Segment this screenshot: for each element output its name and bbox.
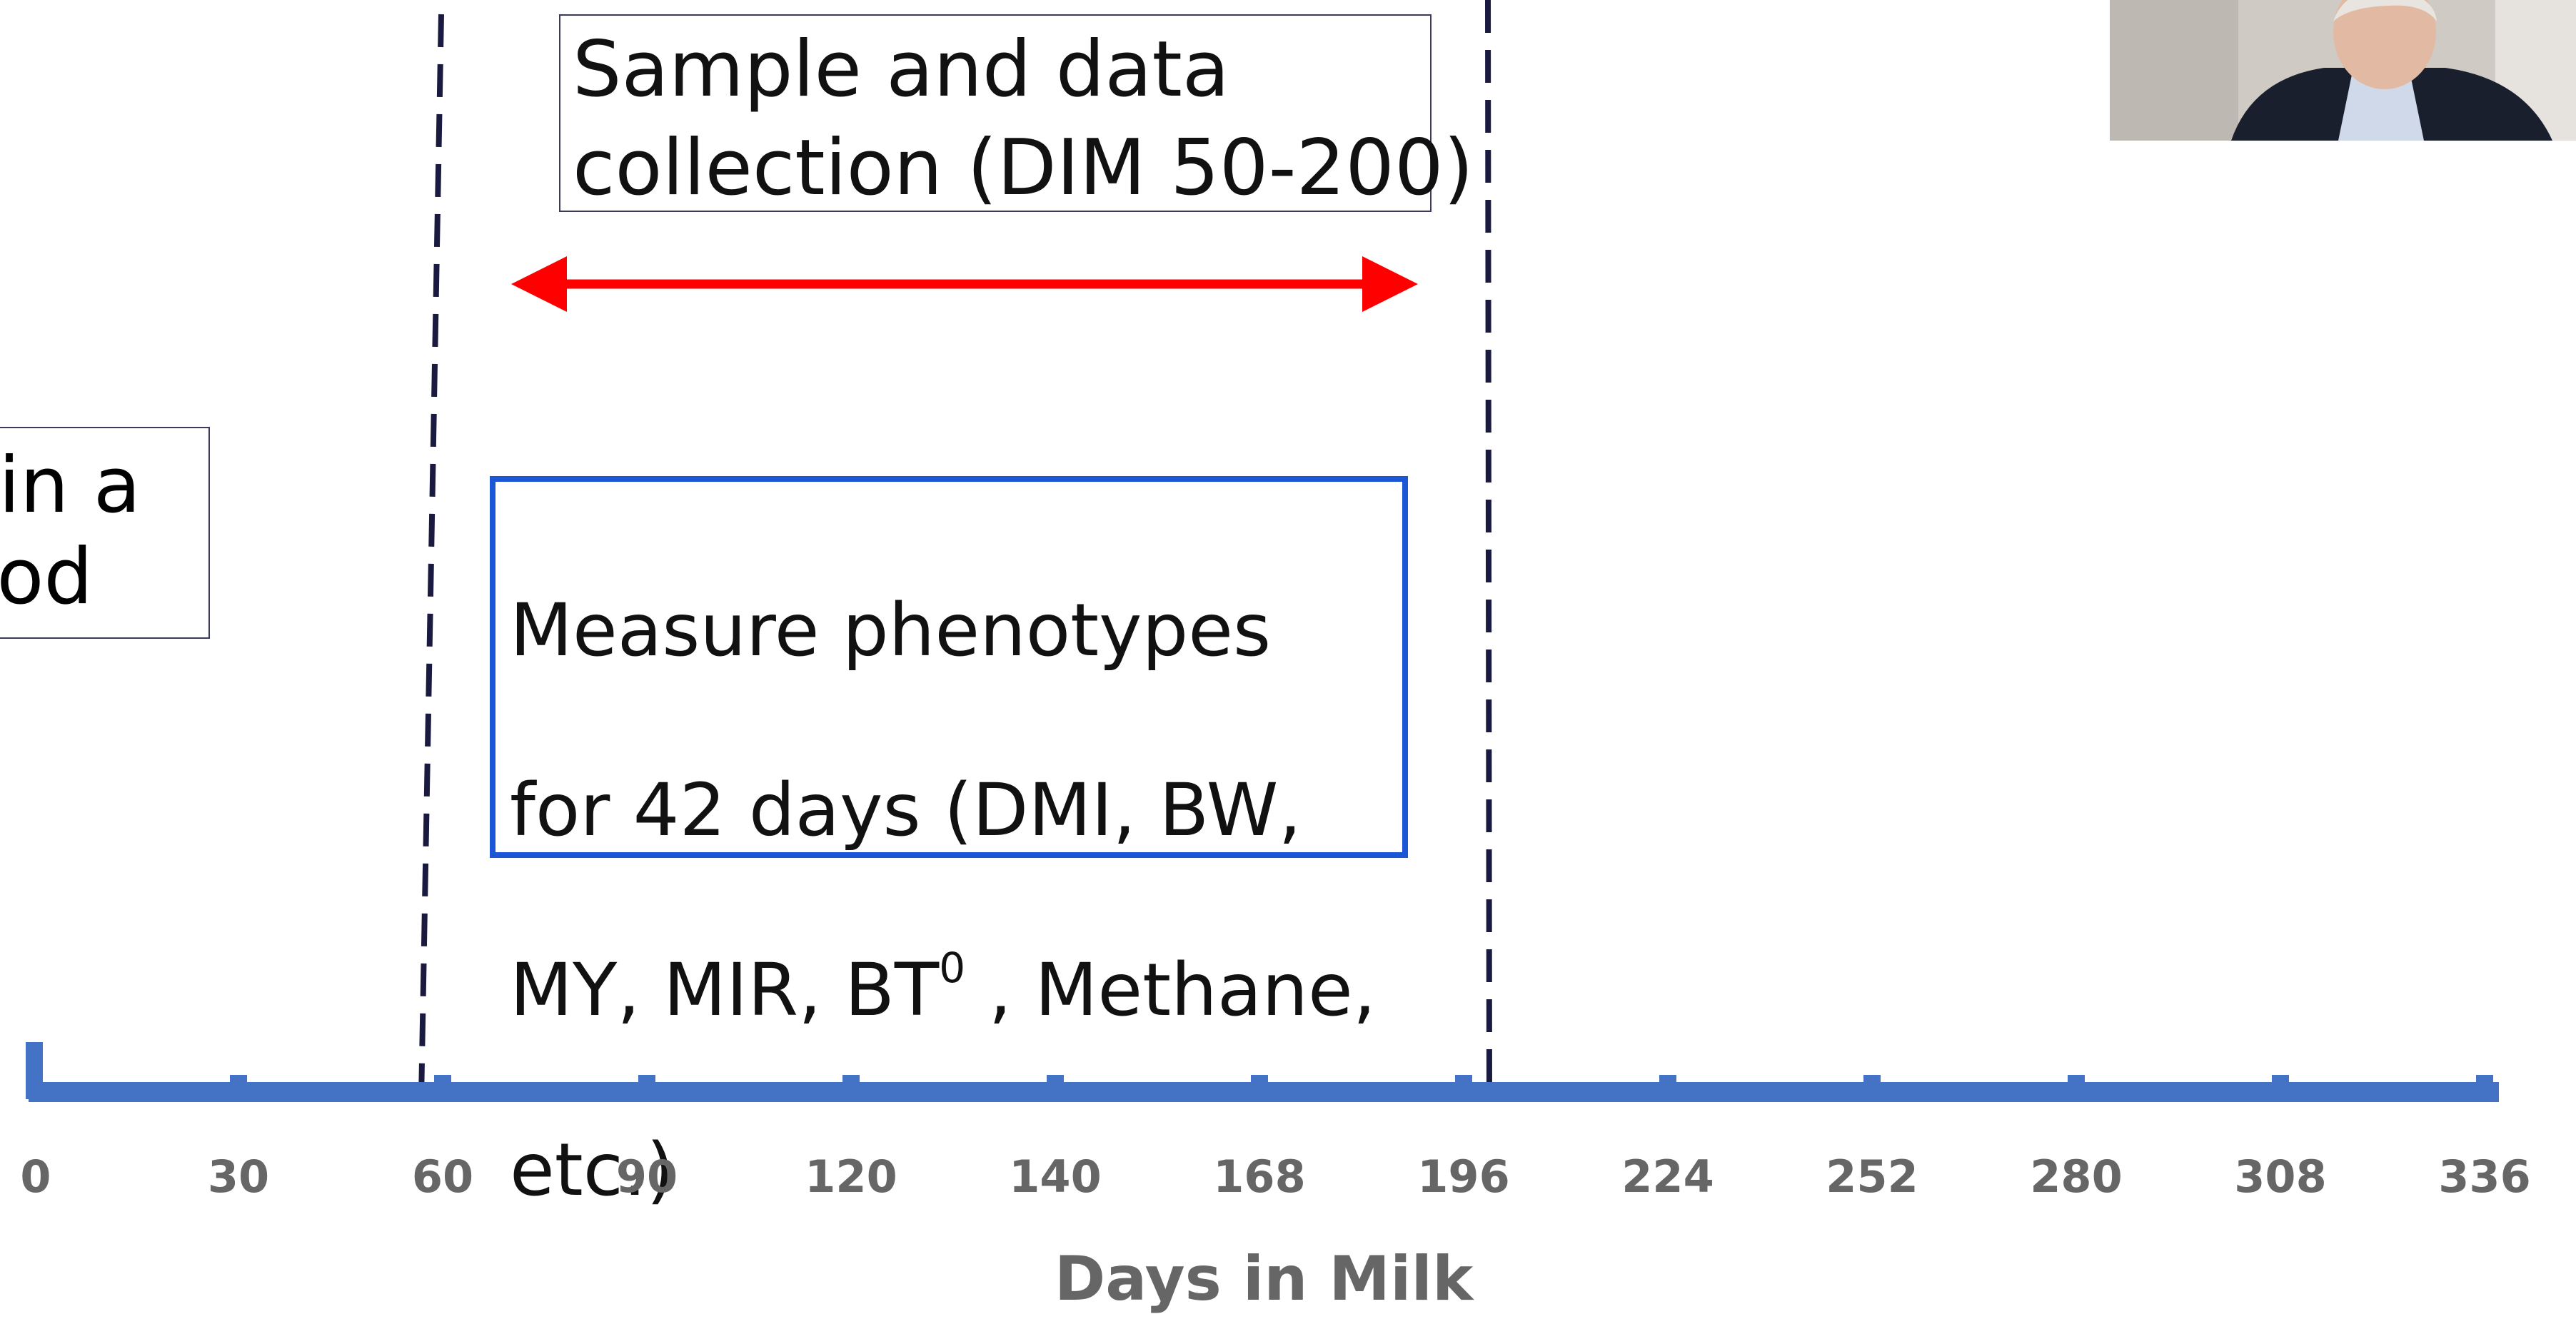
axis-tick-label: 280 — [2030, 1151, 2123, 1203]
axis-tick-label: 252 — [1826, 1151, 1918, 1203]
axis-tick-label: 120 — [805, 1151, 897, 1203]
axis-tick-label: 224 — [1621, 1151, 1714, 1203]
axis-tick-label: 196 — [1417, 1151, 1510, 1203]
sample-collection-textbox: Sample and data collection (DIM 50-200) — [559, 14, 1474, 213]
axis-tick-mark — [434, 1075, 451, 1089]
partial-text-line2: od — [0, 532, 93, 622]
axis-tick-label: 0 — [20, 1151, 51, 1203]
axis-tick-mark — [1455, 1075, 1472, 1089]
measure-text-superscript: 0 — [939, 944, 966, 992]
axis-tick-label: 168 — [1213, 1151, 1306, 1203]
axis-tick-mark — [1251, 1075, 1268, 1089]
partial-text-line1: in a — [0, 441, 141, 530]
days-in-milk-axis — [26, 1042, 2499, 1102]
measure-text-line3-a: MY, MIR, BT — [510, 948, 940, 1033]
axis-tick-label: 60 — [411, 1151, 474, 1203]
axis-tick-mark — [638, 1075, 655, 1089]
partial-left-textbox: in a od — [0, 427, 210, 639]
axis-tick-label: 140 — [1009, 1151, 1102, 1203]
measure-text-line4: etc.) — [510, 1128, 675, 1213]
sample-text-line1: Sample and data — [573, 25, 1230, 114]
axis-tick-label: 30 — [207, 1151, 270, 1203]
presenter-person-icon — [2110, 0, 2576, 141]
measure-text-line3-b: , Methane, — [965, 948, 1377, 1033]
axis-tick-mark — [230, 1075, 247, 1089]
axis-tick-mark — [842, 1075, 860, 1089]
sample-text-line2: collection (DIM 50-200) — [573, 123, 1474, 213]
axis-tick-label: 90 — [615, 1151, 678, 1203]
x-axis-label: Days in Milk — [1054, 1243, 1474, 1315]
dim-200-dashed-line — [1485, 0, 1492, 1100]
axis-tick-mark — [2272, 1075, 2289, 1089]
axis-tick-mark — [1659, 1075, 1676, 1089]
measure-phenotypes-textbox: Measure phenotypes for 42 days (DMI, BW,… — [490, 476, 1408, 1213]
dim-50-dashed-line — [418, 14, 444, 1100]
axis-tick-mark — [1863, 1075, 1881, 1089]
measure-text-line2: for 42 days (DMI, BW, — [510, 768, 1302, 853]
axis-tick-mark — [2068, 1075, 2085, 1089]
presenter-webcam-video — [2110, 0, 2576, 141]
axis-tick-mark — [2476, 1075, 2493, 1089]
axis-tick-mark — [1047, 1075, 1064, 1089]
axis-tick-label: 308 — [2234, 1151, 2327, 1203]
axis-tick-label: 336 — [2438, 1151, 2531, 1203]
measure-text-line1: Measure phenotypes — [510, 588, 1272, 673]
measure-text-line3: MY, MIR, BT0 , Methane, — [510, 946, 1402, 1036]
